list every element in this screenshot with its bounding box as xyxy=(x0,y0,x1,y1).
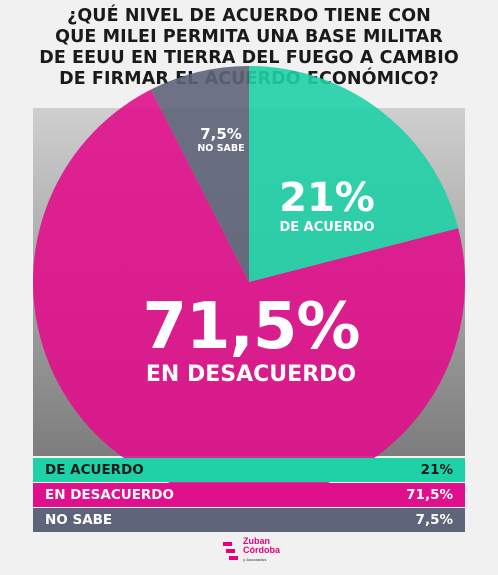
title-line: ¿QUÉ NIVEL DE ACUERDO TIENE CON xyxy=(67,6,431,26)
pie-slice-no-sabe xyxy=(150,66,249,282)
slice-label-en-desacuerdo: 71,5% EN DESACUERDO xyxy=(126,292,376,388)
brand-line-1: Zuban xyxy=(243,536,270,546)
brand-logo: Zuban Córdoba y Asociados xyxy=(222,537,280,564)
slice-value-no-sabe: 7,5% xyxy=(200,125,242,143)
legend-row-de-acuerdo: DE ACUERDO 21% xyxy=(33,458,465,482)
pie-slice-de-acuerdo xyxy=(249,66,459,282)
slice-value-en-desacuerdo: 71,5% xyxy=(142,290,360,364)
legend-label: DE ACUERDO xyxy=(45,462,144,478)
brand-name: Zuban Córdoba y Asociados xyxy=(243,537,280,564)
brand-line-3: y Asociados xyxy=(243,557,267,562)
slice-name-de-acuerdo: DE ACUERDO xyxy=(279,220,375,235)
slice-label-no-sabe: 7,5% NO SABE xyxy=(186,125,256,155)
slice-label-de-acuerdo: 21% DE ACUERDO xyxy=(262,176,392,236)
legend-label: EN DESACUERDO xyxy=(45,487,174,503)
legend-label: NO SABE xyxy=(45,512,113,528)
legend-value: 7,5% xyxy=(415,512,453,528)
brand-line-2: Córdoba xyxy=(243,545,280,555)
legend-table: DE ACUERDO 21% EN DESACUERDO 71,5% NO SA… xyxy=(33,458,465,533)
slice-value-de-acuerdo: 21% xyxy=(279,175,375,221)
pie-slice-en-desacuerdo xyxy=(32,89,465,498)
brand-mark-icon xyxy=(223,541,238,560)
slice-name-en-desacuerdo: EN DESACUERDO xyxy=(145,362,357,387)
title-line: QUE MILEI PERMITA UNA BASE MILITAR xyxy=(55,27,443,47)
slice-name-no-sabe: NO SABE xyxy=(197,143,245,154)
title-line: DE EEUU EN TIERRA DEL FUEGO A CAMBIO xyxy=(39,48,459,68)
legend-value: 71,5% xyxy=(406,487,453,503)
legend-value: 21% xyxy=(420,462,453,478)
legend-row-no-sabe: NO SABE 7,5% xyxy=(33,508,465,532)
legend-row-en-desacuerdo: EN DESACUERDO 71,5% xyxy=(33,483,465,507)
